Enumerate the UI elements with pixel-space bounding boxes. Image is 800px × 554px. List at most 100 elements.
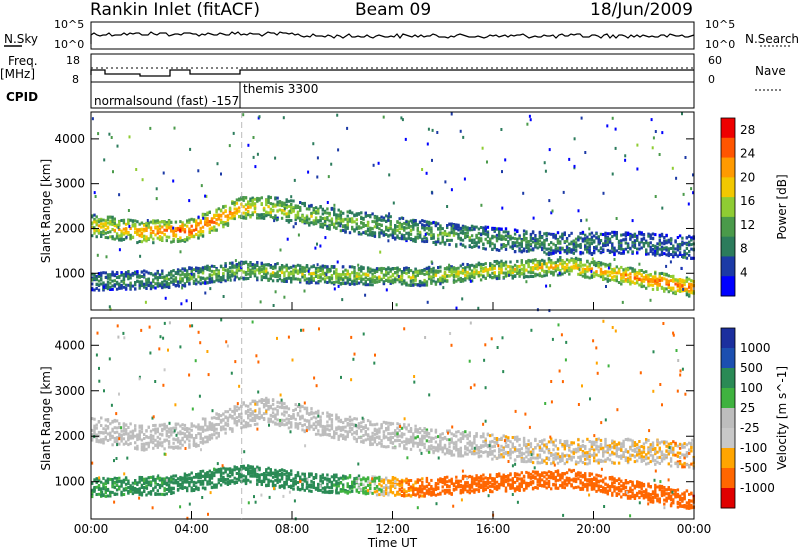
echo-cell [276,196,279,200]
echo-cell [602,248,605,252]
echo-cell [355,271,358,275]
echo-cell [574,256,578,260]
echo-cell [242,198,245,202]
echo-cell [163,221,166,225]
echo-cell [283,205,286,208]
echo-cell [316,175,319,179]
echo-cell [457,232,460,236]
echo-cell [337,272,340,276]
echo-cell [108,305,111,309]
echo-cell [581,270,585,273]
echo-cell [394,237,397,241]
echo-cell [688,285,691,289]
echo-cell [357,231,361,234]
echo-cell [448,267,451,271]
echo-cell [528,114,531,118]
echo-cell [588,267,591,271]
echo-cell [310,265,313,269]
echo-cell [106,225,110,229]
echo-cell [622,248,625,252]
echo-cell [430,270,433,274]
echo-cell [290,280,293,284]
echo-cell [138,284,141,288]
echo-cell [373,220,377,224]
echo-cell [274,415,277,419]
echo-cell [335,216,338,220]
echo-cell [663,277,666,281]
echo-cell [351,418,354,422]
echo-cell [109,285,112,289]
echo-cell [262,272,266,276]
echo-cell [122,426,126,430]
echo-cell [498,237,501,241]
echo-cell [658,239,661,242]
echo-cell [590,267,594,271]
echo-cell [409,237,413,241]
echo-cell [606,248,609,252]
echo-cell [423,219,426,223]
echo-cell [375,435,379,439]
echo-cell [522,249,526,253]
echo-cell [339,426,343,430]
echo-cell [615,231,618,235]
echo-cell [642,233,646,236]
echo-cell [355,222,358,226]
echo-cell [134,441,137,445]
echo-cell [559,262,562,266]
echo-cell [654,130,657,133]
echo-cell [95,275,98,278]
echo-cell [100,271,103,275]
echo-cell [301,405,304,409]
echo-cell [122,275,126,279]
echo-cell [430,221,433,225]
echo-cell [389,269,392,273]
echo-cell [658,243,661,246]
echo-cell [134,227,137,231]
echo-cell [538,273,542,277]
echo-cell [425,223,429,227]
echo-cell [287,204,291,208]
echo-cell [100,230,103,234]
echo-cell [205,194,208,198]
echo-cell [682,287,685,291]
echo-cell [102,225,105,229]
echo-cell [504,230,508,234]
echo-cell [165,438,168,442]
echo-cell [423,278,426,282]
echo-cell [468,236,471,240]
echo-cell [251,400,254,403]
echo-cell [308,423,311,427]
echo-cell [378,427,381,431]
echo-cell [228,275,232,279]
echo-cell [484,229,487,233]
echo-cell [611,276,614,280]
echo-cell [274,216,277,220]
echo-cell [201,427,205,431]
echo-cell [369,226,372,230]
echo-cell [565,258,569,262]
echo-cell [353,431,356,435]
echo-cell [192,443,196,447]
echo-cell [682,192,685,196]
echo-cell [685,293,689,297]
echo-cell [656,277,659,281]
echo-cell [369,420,372,424]
echo-cell [624,237,628,241]
echo-cell [204,212,207,216]
echo-cell [247,268,250,272]
echo-cell [330,420,334,424]
echo-cell [176,280,180,284]
echo-cell [498,276,501,280]
echo-cell [335,415,338,419]
echo-cell [692,191,695,195]
echo-cell [321,425,324,429]
echo-cell [258,407,261,411]
echo-cell [283,402,286,406]
echo-cell [301,424,304,428]
echo-cell [477,306,480,310]
echo-cell [554,247,557,251]
echo-cell [247,210,250,214]
echo-cell [466,228,469,232]
echo-cell [183,238,187,242]
echo-cell [642,275,646,279]
